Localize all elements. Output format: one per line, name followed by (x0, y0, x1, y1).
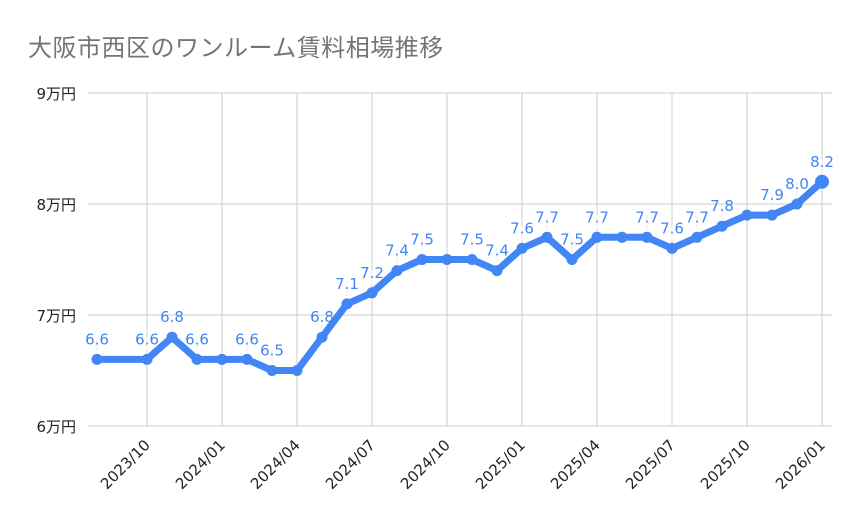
data-point (566, 254, 578, 265)
y-tick-label: 9万円 (36, 85, 76, 103)
data-point (516, 242, 528, 254)
data-point (416, 254, 428, 265)
data-point (766, 209, 778, 221)
data-label: 7.5 (410, 231, 434, 249)
data-label: 7.6 (660, 219, 684, 237)
data-label: 7.8 (710, 197, 734, 215)
data-labels: 6.6 6.66.86.6 6.66.56.87.17.27.47.5 7.57.47… (85, 153, 834, 363)
data-label: 6.8 (160, 308, 184, 326)
data-point (666, 242, 678, 254)
data-point (791, 198, 803, 210)
y-tick-label: 8万円 (36, 196, 76, 214)
data-point (641, 231, 653, 243)
data-label: 7.7 (635, 208, 659, 226)
data-point (166, 331, 178, 343)
x-tick-label: 2024/07 (322, 436, 379, 493)
x-tick-label: 2025/07 (622, 436, 679, 493)
data-point-last (815, 174, 829, 189)
data-label: 6.6 (85, 330, 109, 348)
gridlines (88, 92, 832, 427)
data-label: 8.0 (785, 175, 809, 193)
data-point (691, 231, 703, 243)
data-point (541, 231, 553, 243)
data-point (366, 287, 378, 299)
data-point (391, 265, 403, 277)
data-label: 7.7 (685, 208, 709, 226)
data-label: 7.9 (760, 186, 784, 204)
data-label: 6.6 (235, 330, 259, 348)
x-tick-label: 2026/01 (772, 436, 829, 493)
data-point (266, 365, 278, 376)
data-point (491, 265, 503, 277)
data-label: 6.5 (260, 342, 284, 360)
data-label: 7.5 (460, 231, 484, 249)
data-point (291, 365, 303, 376)
data-point (716, 220, 728, 232)
data-point (616, 231, 628, 243)
data-point (591, 231, 603, 243)
data-label: 7.7 (535, 208, 559, 226)
y-axis: 6万円 7万円 8万円 9万円 (36, 85, 76, 436)
data-point (466, 254, 478, 265)
x-tick-label: 2024/10 (397, 436, 454, 493)
y-tick-label: 6万円 (36, 418, 76, 436)
x-tick-label: 2025/01 (472, 436, 529, 493)
data-label: 7.5 (560, 231, 584, 249)
data-label: 6.6 (135, 330, 159, 348)
data-label: 7.4 (385, 242, 409, 260)
data-point (191, 353, 203, 365)
data-label: 7.1 (335, 275, 359, 293)
series-line (91, 174, 829, 376)
data-label: 7.7 (585, 208, 609, 226)
data-point (441, 254, 453, 265)
data-point (316, 331, 328, 343)
x-tick-label: 2025/04 (547, 436, 604, 493)
data-label: 6.8 (310, 308, 334, 326)
y-tick-label: 7万円 (36, 307, 76, 325)
data-label: 7.4 (485, 242, 509, 260)
data-label: 6.6 (185, 330, 209, 348)
data-label: 8.2 (810, 153, 834, 171)
chart-title: 大阪市西区のワンルーム賃料相場推移 (28, 34, 444, 62)
data-point (241, 353, 253, 365)
x-tick-label: 2023/10 (97, 436, 154, 493)
data-point (741, 209, 753, 221)
data-point (141, 353, 153, 365)
x-tick-label: 2025/10 (697, 436, 754, 493)
data-point (91, 353, 103, 365)
data-point (341, 298, 353, 310)
x-tick-label: 2024/01 (172, 436, 229, 493)
data-label: 7.6 (510, 219, 534, 237)
x-axis: 2023/10 2024/01 2024/04 2024/07 2024/10 2025/… (97, 436, 829, 493)
data-label: 7.2 (360, 264, 384, 282)
data-point (216, 353, 228, 365)
x-tick-label: 2024/04 (247, 436, 304, 493)
